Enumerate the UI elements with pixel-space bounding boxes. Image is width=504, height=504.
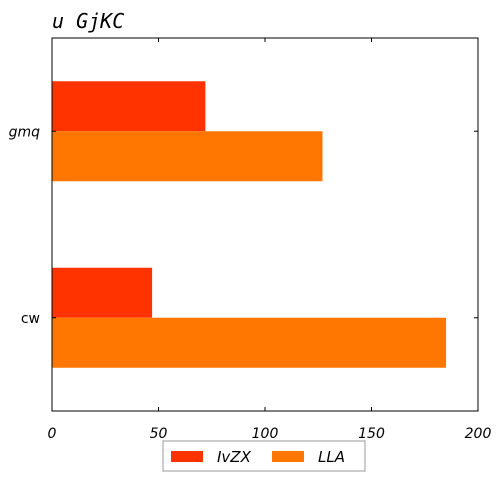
x-tick-label: 150 <box>358 426 385 442</box>
axes: gmq cw 0 50 100 150 200 <box>9 38 492 442</box>
legend: IvZX LLA <box>162 440 366 472</box>
bar-IvZX-gmq <box>52 81 206 132</box>
plot-area <box>52 81 447 368</box>
legend-swatch-LLA <box>272 451 304 462</box>
x-tick-label: 200 <box>465 426 492 442</box>
chart-title: u GjKC <box>52 9 124 33</box>
x-tick-label: 100 <box>252 426 279 442</box>
legend-swatch-IvZX <box>171 451 203 462</box>
bar-LLA-cw <box>52 317 447 368</box>
y-tick-label: gmq <box>9 124 41 140</box>
x-tick-label: 0 <box>48 426 57 442</box>
bar-LLA-gmq <box>52 131 323 182</box>
x-tick-label: 50 <box>150 426 168 442</box>
bar-IvZX-cw <box>52 267 153 318</box>
legend-label-LLA: LLA <box>318 448 345 466</box>
legend-label-IvZX: IvZX <box>217 448 252 466</box>
y-tick-label: cw <box>21 311 40 327</box>
